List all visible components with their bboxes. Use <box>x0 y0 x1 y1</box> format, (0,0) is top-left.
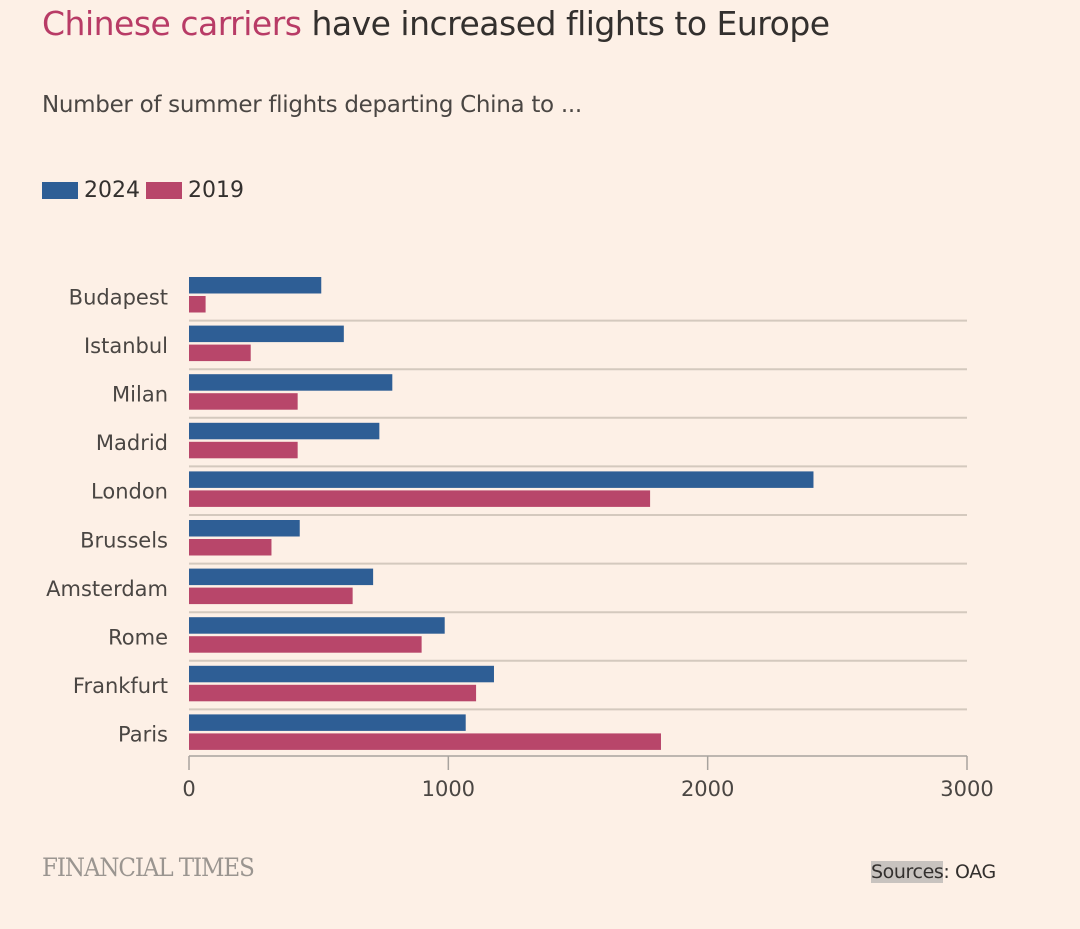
source-value: : OAG <box>943 861 996 883</box>
ft-logo: FINANCIAL TIMES <box>42 853 255 882</box>
bar-2024-milan <box>189 374 393 391</box>
bar-2024-madrid <box>189 422 380 440</box>
bar-2019-frankfurt <box>189 684 477 702</box>
bar-2024-istanbul <box>189 325 344 343</box>
legend: 2024 2019 <box>42 178 250 203</box>
x-tick-label-0: 0 <box>182 777 195 801</box>
x-tick-label-1000: 1000 <box>422 777 475 801</box>
legend-swatch-2019 <box>146 182 182 199</box>
legend-item-2024: 2024 <box>42 178 140 203</box>
chart-title: Chinese carriers have increased flights … <box>42 4 830 43</box>
bar-2019-london <box>189 490 651 507</box>
category-label-istanbul: Istanbul <box>84 334 168 358</box>
category-label-frankfurt: Frankfurt <box>73 674 168 698</box>
bar-2019-paris <box>189 733 661 750</box>
category-label-budapest: Budapest <box>69 285 168 309</box>
bar-2024-amsterdam <box>189 568 374 586</box>
category-label-madrid: Madrid <box>96 431 168 455</box>
source-label: Sources <box>871 861 944 883</box>
bar-2024-budapest <box>189 277 322 294</box>
bar-2019-brussels <box>189 539 272 556</box>
bar-2019-rome <box>189 636 422 653</box>
category-label-paris: Paris <box>118 723 168 747</box>
legend-label-2024: 2024 <box>84 178 140 203</box>
category-label-amsterdam: Amsterdam <box>46 577 168 601</box>
bar-2019-istanbul <box>189 344 251 362</box>
x-tick-label-2000: 2000 <box>681 777 734 801</box>
category-label-london: London <box>91 480 168 504</box>
category-label-brussels: Brussels <box>80 528 168 552</box>
chart-subtitle: Number of summer flights departing China… <box>42 92 582 118</box>
source-note: Sources: OAG <box>871 861 996 883</box>
bar-2024-rome <box>189 617 445 634</box>
x-tick-label-3000: 3000 <box>940 777 993 801</box>
bar-2024-paris <box>189 714 466 731</box>
chart-title-highlight: Chinese carriers <box>42 4 302 43</box>
bar-2019-milan <box>189 393 298 410</box>
chart-title-rest: have increased flights to Europe <box>301 4 830 43</box>
legend-label-2019: 2019 <box>188 178 244 203</box>
category-label-milan: Milan <box>112 383 168 407</box>
bar-2019-amsterdam <box>189 587 353 605</box>
category-label-rome: Rome <box>108 626 168 650</box>
bar-2024-frankfurt <box>189 665 494 683</box>
bar-2019-budapest <box>189 296 206 313</box>
legend-item-2019: 2019 <box>146 178 244 203</box>
bar-2024-brussels <box>189 520 300 537</box>
bar-2024-london <box>189 471 814 488</box>
legend-swatch-2024 <box>42 182 78 199</box>
bar-2019-madrid <box>189 441 298 459</box>
